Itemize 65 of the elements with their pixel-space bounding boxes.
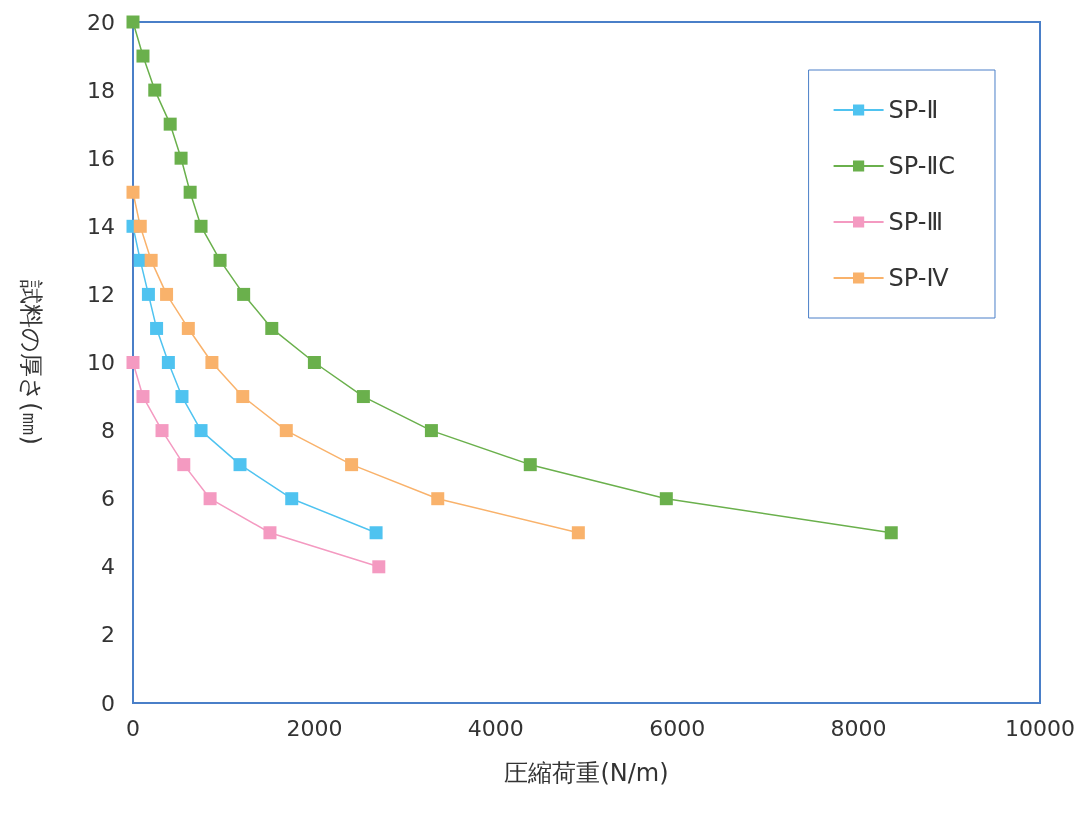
y-tick-label: 14	[87, 213, 115, 239]
point	[148, 83, 162, 97]
point	[161, 356, 175, 369]
point	[160, 287, 174, 301]
point	[183, 185, 197, 199]
point	[263, 526, 277, 540]
point	[126, 185, 140, 199]
point	[372, 560, 386, 574]
x-tick-label: 8000	[830, 715, 887, 741]
point	[431, 492, 445, 506]
point	[194, 424, 208, 438]
point	[174, 151, 188, 165]
x-tick-label: 2000	[286, 715, 343, 741]
point	[659, 492, 673, 506]
y-tick-label: 8	[101, 418, 115, 444]
point	[181, 321, 195, 335]
point	[126, 15, 140, 29]
point	[884, 526, 898, 540]
legend-label: SP-Ⅱ	[888, 96, 939, 124]
y-tick-label: 0	[101, 690, 115, 716]
point	[133, 219, 147, 233]
point	[144, 253, 158, 267]
x-axis-title: 圧縮荷重(N/m)	[504, 759, 669, 787]
y-tick-label: 4	[101, 554, 115, 580]
y-tick-label: 2	[101, 622, 115, 648]
y-tick-label: 6	[101, 486, 115, 512]
x-tick-label: 4000	[467, 715, 524, 741]
y-tick-label: 10	[87, 350, 115, 375]
x-tick-label: 10000	[1005, 715, 1075, 741]
point	[203, 492, 217, 506]
point	[571, 526, 585, 540]
point	[155, 424, 169, 438]
point	[237, 287, 251, 301]
point	[279, 424, 293, 438]
x-tick-label: 6000	[649, 715, 706, 741]
point	[213, 253, 227, 267]
point	[285, 492, 299, 506]
point	[163, 117, 177, 131]
point	[141, 287, 155, 301]
point	[150, 321, 164, 335]
legend-label: SP-Ⅲ	[888, 208, 943, 236]
y-tick-label: 20	[87, 9, 115, 35]
y-axis-title: 試料の厚さ(㎜)	[17, 280, 45, 445]
point	[307, 356, 321, 369]
legend-label: SP-ⅡC	[888, 152, 956, 180]
y-tick-label: 12	[87, 281, 115, 307]
y-tick-label: 18	[87, 77, 115, 103]
point	[136, 49, 150, 63]
point	[345, 458, 359, 472]
point	[194, 219, 208, 233]
point	[175, 390, 189, 404]
point	[424, 424, 438, 438]
point	[523, 458, 537, 472]
x-tick-label: 0	[126, 715, 140, 741]
point	[265, 321, 279, 335]
point	[233, 458, 247, 472]
legend-label: SP-Ⅳ	[888, 264, 949, 292]
point	[136, 390, 150, 404]
point	[369, 526, 383, 540]
point	[356, 390, 370, 404]
point	[205, 356, 219, 369]
point	[126, 356, 140, 369]
point	[177, 458, 191, 472]
y-tick-label: 16	[87, 145, 115, 171]
point	[236, 390, 250, 404]
